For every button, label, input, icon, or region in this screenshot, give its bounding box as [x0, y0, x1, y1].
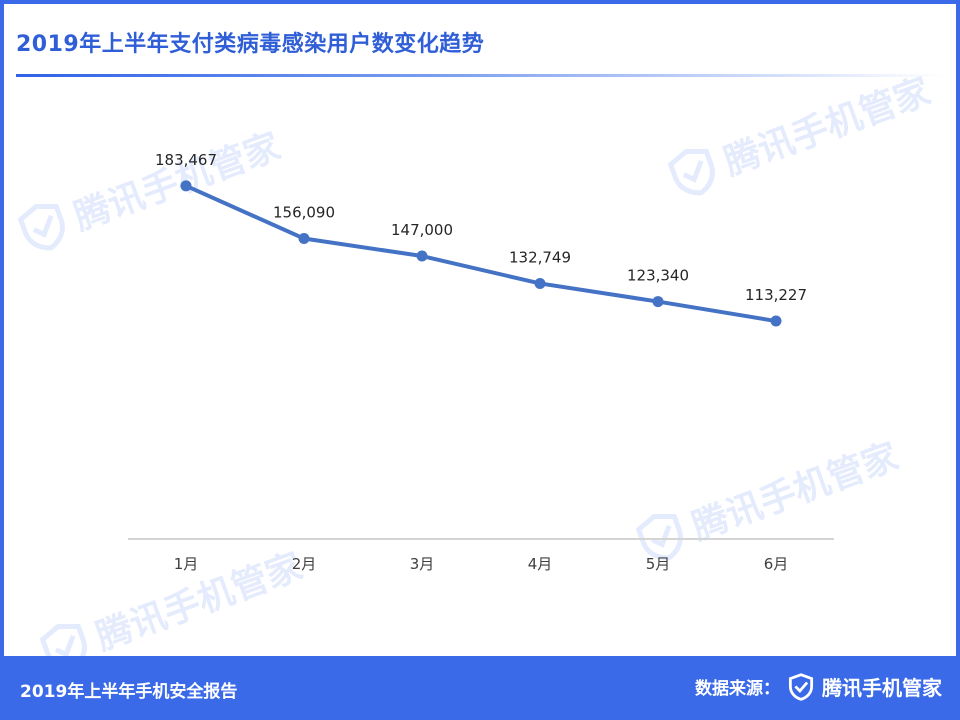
source-label: 数据来源：	[695, 679, 780, 699]
x-tick-label: 5月	[646, 555, 671, 573]
report-name: 2019年上半年手机安全报告	[20, 682, 238, 702]
x-tick-label: 1月	[174, 555, 199, 573]
data-label: 183,467	[155, 151, 217, 169]
footer-bar: 2019年上半年手机安全报告 数据来源： 腾讯手机管家	[0, 656, 960, 720]
data-label: 132,749	[509, 248, 571, 266]
x-tick-label: 3月	[410, 555, 435, 573]
series-line	[184, 183, 778, 324]
x-tick-label: 2月	[292, 555, 317, 573]
line-chart: 1月 2月 3月 4月 5月 6月 183,467 156,090 147,000 132,749…	[128, 151, 834, 573]
page-title: 2019年上半年支付类病毒感染用户数变化趋势	[16, 32, 485, 57]
data-point	[652, 296, 664, 308]
x-tick-label: 6月	[764, 555, 789, 573]
data-label: 147,000	[391, 221, 453, 239]
source-brand: 腾讯手机管家	[822, 676, 942, 700]
data-point	[298, 233, 310, 245]
data-point	[180, 180, 192, 192]
data-point	[770, 315, 782, 327]
data-label: 156,090	[273, 204, 335, 222]
data-source: 数据来源： 腾讯手机管家	[695, 672, 942, 701]
x-tick-label: 4月	[528, 555, 553, 573]
data-point	[416, 250, 428, 262]
title-underline	[16, 74, 946, 77]
data-point	[534, 277, 546, 289]
data-label: 113,227	[745, 286, 807, 304]
data-label: 123,340	[627, 267, 689, 285]
shield-check-icon	[788, 672, 814, 701]
